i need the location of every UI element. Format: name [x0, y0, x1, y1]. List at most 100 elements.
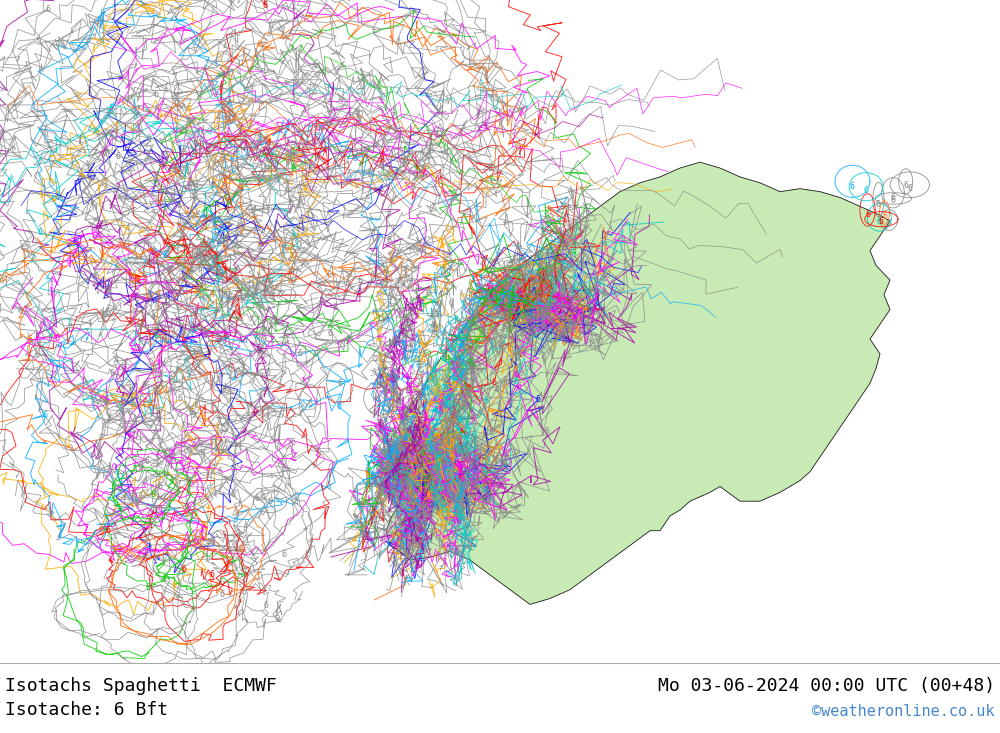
Text: 6: 6	[536, 395, 541, 404]
Text: 6: 6	[189, 408, 194, 417]
Text: 6: 6	[265, 368, 270, 377]
Text: 6: 6	[469, 358, 474, 367]
Text: 6: 6	[544, 427, 549, 436]
Text: 6: 6	[106, 526, 111, 534]
Text: 6: 6	[147, 133, 152, 143]
Text: ©weatheronline.co.uk: ©weatheronline.co.uk	[812, 704, 995, 719]
Text: 6: 6	[158, 482, 162, 491]
Text: 6: 6	[491, 377, 496, 386]
Text: 6: 6	[452, 396, 457, 405]
Text: 6: 6	[428, 141, 433, 151]
Text: 6: 6	[128, 408, 132, 417]
Text: 6: 6	[465, 359, 470, 369]
Text: 6: 6	[454, 380, 459, 390]
Text: 6: 6	[448, 415, 453, 424]
Text: 6: 6	[161, 605, 166, 614]
Text: 6: 6	[281, 550, 286, 559]
Text: 6: 6	[146, 583, 151, 592]
Text: 6: 6	[387, 400, 392, 410]
Text: 6: 6	[436, 468, 441, 477]
Text: Mo 03-06-2024 00:00 UTC (00+48): Mo 03-06-2024 00:00 UTC (00+48)	[658, 677, 995, 696]
Text: 6: 6	[182, 565, 187, 574]
Text: 6: 6	[425, 288, 430, 297]
Text: 6: 6	[54, 334, 59, 342]
Text: 6: 6	[159, 369, 164, 378]
Text: 6: 6	[484, 396, 489, 405]
Polygon shape	[386, 162, 890, 605]
Text: 6: 6	[877, 217, 882, 226]
Text: 6: 6	[497, 341, 502, 350]
Text: 6: 6	[413, 424, 418, 433]
Text: 6: 6	[219, 590, 224, 600]
Text: 6: 6	[542, 353, 547, 363]
Text: 6: 6	[444, 376, 449, 385]
Text: 6: 6	[450, 453, 455, 462]
Text: 6: 6	[238, 545, 243, 554]
Text: 6: 6	[278, 290, 283, 299]
Text: 6: 6	[353, 108, 358, 117]
Text: 6: 6	[516, 382, 521, 391]
Text: 6: 6	[198, 438, 202, 446]
Text: 6: 6	[391, 446, 396, 455]
Text: 6: 6	[298, 350, 302, 358]
Text: 6: 6	[393, 477, 398, 487]
Text: 6: 6	[308, 399, 312, 408]
Text: 6: 6	[393, 386, 398, 396]
Text: 6: 6	[865, 210, 870, 219]
Text: 6: 6	[903, 181, 908, 190]
Text: 6: 6	[231, 490, 236, 498]
Text: 6: 6	[513, 370, 518, 380]
Text: 6: 6	[411, 183, 416, 192]
Text: 6: 6	[291, 164, 296, 173]
Text: 6: 6	[907, 184, 912, 194]
Text: 6: 6	[153, 90, 158, 99]
Text: 6: 6	[379, 420, 384, 430]
Text: 6: 6	[399, 440, 404, 449]
Text: 6: 6	[503, 376, 508, 386]
Text: 6: 6	[228, 364, 232, 373]
Text: 6: 6	[386, 468, 391, 476]
Text: 6: 6	[336, 402, 341, 411]
Text: Isotache: 6 Bft: Isotache: 6 Bft	[5, 701, 168, 719]
Text: 6: 6	[155, 410, 160, 419]
Text: 6: 6	[332, 303, 337, 312]
Text: 6: 6	[257, 344, 262, 353]
Text: 6: 6	[178, 394, 182, 402]
Text: 6: 6	[200, 274, 205, 283]
Text: 6: 6	[222, 262, 227, 270]
Text: 6: 6	[494, 386, 499, 394]
Text: 6: 6	[426, 436, 431, 445]
Text: 6: 6	[162, 251, 167, 260]
Text: 6: 6	[261, 264, 266, 273]
Text: 6: 6	[882, 212, 887, 221]
Text: 6: 6	[352, 154, 357, 163]
Text: 6: 6	[864, 186, 869, 196]
Text: 6: 6	[388, 446, 393, 454]
Text: 6: 6	[358, 276, 362, 284]
Text: 6: 6	[254, 493, 259, 503]
Text: 6: 6	[891, 196, 896, 205]
Text: 6: 6	[886, 218, 891, 228]
Text: 6: 6	[455, 423, 460, 432]
Text: 6: 6	[138, 462, 143, 471]
Text: 6: 6	[383, 479, 388, 488]
Text: 6: 6	[178, 173, 183, 182]
Text: 6: 6	[386, 235, 391, 245]
Text: 6: 6	[186, 445, 191, 454]
Text: 6: 6	[514, 377, 519, 386]
Text: 6: 6	[328, 328, 332, 338]
Text: 6: 6	[145, 457, 150, 466]
Text: 6: 6	[260, 493, 265, 501]
Text: 6: 6	[422, 441, 427, 450]
Text: 6: 6	[468, 365, 473, 374]
Text: 6: 6	[264, 601, 269, 610]
Text: 6: 6	[850, 182, 855, 191]
Text: 6: 6	[104, 398, 109, 407]
Text: 6: 6	[154, 331, 159, 339]
Text: 6: 6	[376, 383, 381, 391]
Text: 6: 6	[876, 200, 881, 209]
Text: 6: 6	[488, 164, 493, 173]
Text: 6: 6	[142, 380, 147, 390]
Text: 6: 6	[151, 490, 156, 499]
Text: 6: 6	[187, 103, 192, 112]
